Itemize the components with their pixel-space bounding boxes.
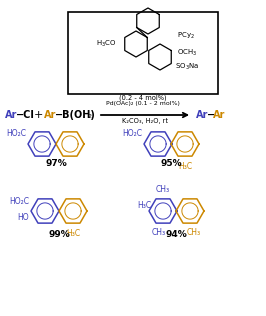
Text: H₃C: H₃C xyxy=(66,229,80,238)
Text: −Cl: −Cl xyxy=(16,110,35,120)
Text: H₃C: H₃C xyxy=(137,200,151,210)
Text: 99%: 99% xyxy=(48,230,70,239)
Text: −: − xyxy=(207,110,215,120)
Text: SO$_3$Na: SO$_3$Na xyxy=(175,62,199,72)
Text: Ar: Ar xyxy=(5,110,17,120)
Text: HO₂C: HO₂C xyxy=(6,130,26,138)
Text: OCH$_3$: OCH$_3$ xyxy=(177,48,197,58)
Text: Ar: Ar xyxy=(196,110,208,120)
Text: K₂CO₃, H₂O, rt: K₂CO₃, H₂O, rt xyxy=(122,118,168,124)
Text: 94%: 94% xyxy=(166,230,187,239)
Text: HO: HO xyxy=(17,212,29,222)
Text: PCy$_2$: PCy$_2$ xyxy=(177,31,195,41)
Text: −B(OH): −B(OH) xyxy=(55,110,96,120)
Text: Ar: Ar xyxy=(44,110,56,120)
Text: 97%: 97% xyxy=(45,159,67,168)
Bar xyxy=(68,12,218,94)
Text: Pd(OAc)₂ (0.1 - 2 mol%): Pd(OAc)₂ (0.1 - 2 mol%) xyxy=(106,101,180,106)
Text: HO₂C: HO₂C xyxy=(9,197,29,205)
Text: (0.2 - 4 mol%): (0.2 - 4 mol%) xyxy=(119,95,167,101)
Text: 2: 2 xyxy=(88,114,92,119)
Text: 95%: 95% xyxy=(161,159,182,168)
Text: Ar: Ar xyxy=(213,110,225,120)
Text: CH₃: CH₃ xyxy=(156,185,170,194)
Text: CH₃: CH₃ xyxy=(187,228,201,237)
Text: CH₃: CH₃ xyxy=(152,228,166,237)
Text: H$_3$CO: H$_3$CO xyxy=(96,39,117,49)
Text: +: + xyxy=(34,110,43,120)
Text: HO₂C: HO₂C xyxy=(122,130,142,138)
Text: H₃C: H₃C xyxy=(178,162,192,171)
